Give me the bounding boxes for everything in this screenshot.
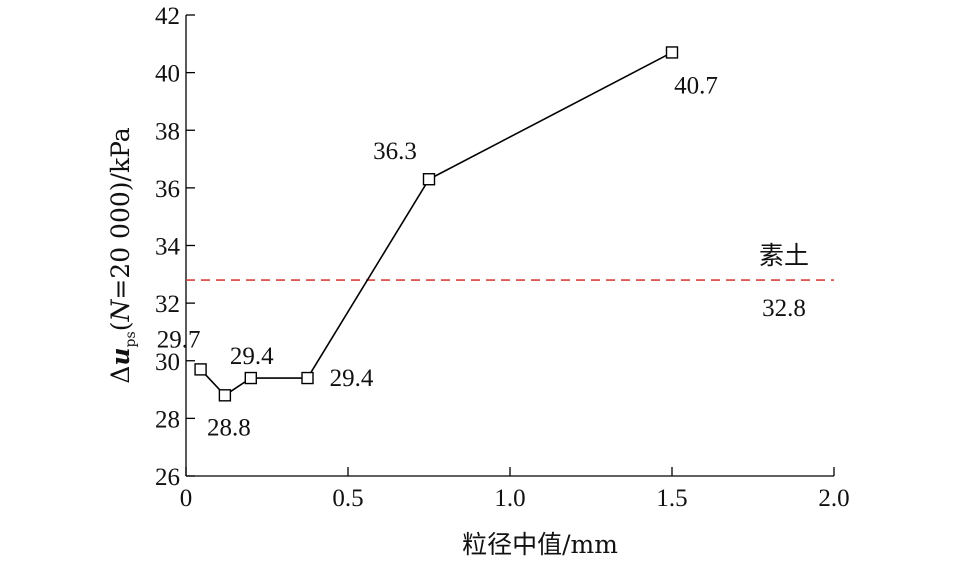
y-tick-label: 40 (155, 61, 180, 88)
data-point-marker (301, 371, 314, 385)
x-ticks: 0 0.5 1.0 1.5 2.0 (180, 467, 850, 512)
data-point-marker (665, 46, 679, 59)
y-tick-label: 38 (155, 118, 180, 145)
y-axis-title: Δups(N=20 000)/kPa (106, 127, 139, 383)
data-point-marker (422, 173, 436, 186)
x-axis-title: 粒径中值/mm (462, 530, 618, 559)
y-title-sub: ps (123, 331, 139, 347)
data-label: 40.7 (674, 72, 718, 99)
x-tick-label: 2.0 (818, 485, 849, 512)
series-group (194, 46, 679, 402)
data-point-marker (194, 363, 207, 376)
y-title-rest: =20 000)/kPa (106, 127, 135, 299)
y-tick-label: 26 (155, 464, 180, 491)
data-labels: 29.7 28.8 29.4 29.4 36.3 40.7 (157, 72, 718, 441)
y-tick-label: 34 (155, 234, 181, 261)
y-title-delta: Δ (106, 366, 135, 384)
data-label: 28.8 (207, 414, 251, 441)
y-title-var: u (106, 347, 135, 365)
reference-line-label: 素土 (759, 241, 809, 270)
x-tick-label: 0 (180, 485, 193, 512)
data-label: 36.3 (373, 138, 417, 165)
y-tick-label: 32 (155, 291, 180, 318)
data-point-marker (244, 371, 258, 385)
y-tick-label: 42 (155, 3, 180, 30)
y-title-n: N (106, 299, 135, 323)
data-point-marker (218, 389, 232, 402)
y-tick-label: 30 (155, 349, 180, 376)
data-label: 29.4 (230, 343, 274, 370)
axes (185, 15, 834, 477)
reference-line-value: 32.8 (762, 295, 806, 322)
y-tick-label: 28 (155, 406, 180, 433)
x-tick-label: 1.5 (656, 485, 687, 512)
x-tick-label: 1.0 (494, 485, 525, 512)
x-tick-label: 0.5 (332, 485, 363, 512)
y-ticks: 26 28 30 32 34 36 38 40 42 (155, 3, 195, 491)
y-title-open: ( (106, 322, 135, 332)
data-label: 29.7 (157, 326, 201, 353)
data-label: 29.4 (330, 365, 374, 392)
reference-line-group: 素土 32.8 (186, 241, 834, 322)
y-tick-label: 36 (155, 176, 180, 203)
